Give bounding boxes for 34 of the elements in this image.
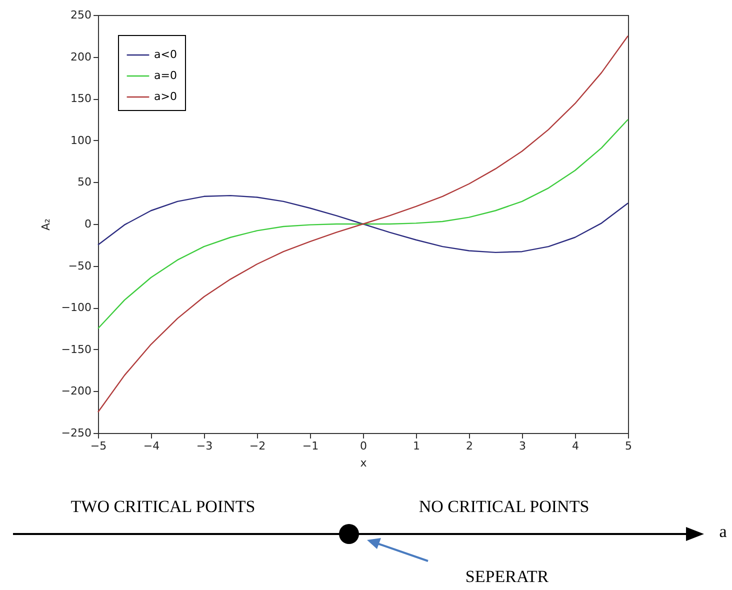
y-tick-label: −250: [61, 426, 92, 440]
y-tick-label: 100: [70, 134, 92, 147]
line-series: [97, 194, 629, 254]
x-tick-label: 1: [413, 440, 420, 452]
x-tick-label: −5: [90, 440, 107, 452]
line-series: [97, 118, 629, 330]
x-tick-label: 0: [360, 440, 367, 452]
legend-label: a=0: [154, 69, 177, 82]
x-tick-label: 4: [572, 440, 579, 452]
x-tick-label: −1: [302, 440, 319, 452]
x-tick-label: 2: [466, 440, 473, 452]
y-tick-label: −150: [61, 342, 92, 356]
text: NO CRITICAL POINTS: [418, 497, 590, 517]
text: a: [719, 522, 727, 542]
x-tick-label: −3: [196, 440, 213, 452]
x-tick-label: 5: [625, 440, 632, 452]
y-tick-label: 200: [70, 50, 92, 64]
y-tick-label: −100: [61, 301, 92, 314]
y-tick-label: 0: [84, 218, 92, 230]
x-tick-label: −2: [249, 440, 266, 452]
x-tick-label: −4: [143, 440, 160, 452]
text: SEPERATR: [465, 567, 549, 587]
y-tick-label: −200: [61, 384, 92, 398]
y-axis-title: A₂: [39, 218, 52, 230]
legend-label: a>0: [154, 90, 177, 103]
y-tick-label: 50: [78, 176, 92, 189]
y-tick-label: −50: [68, 259, 92, 272]
x-tick-label: 3: [519, 440, 526, 452]
legend-label: a<0: [154, 48, 177, 61]
y-tick-label: 150: [70, 92, 92, 106]
x-axis-title: x: [360, 456, 368, 470]
line-series: [97, 35, 629, 413]
text: TWO CRITICAL POINTS: [70, 497, 256, 517]
y-tick-label: 250: [70, 8, 92, 22]
